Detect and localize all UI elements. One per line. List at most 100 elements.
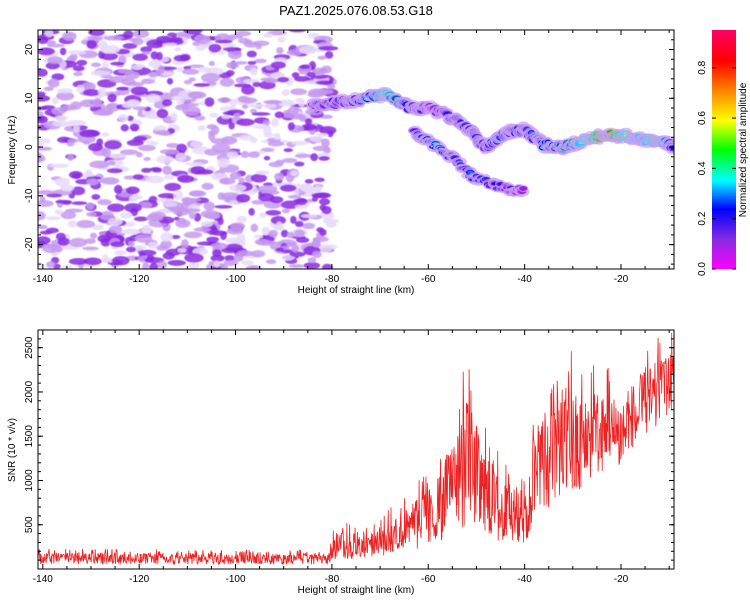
- noise-blob: [163, 175, 175, 180]
- bottom-x-tick-label: -20: [614, 574, 629, 585]
- bottom-x-tick-label: -40: [517, 574, 532, 585]
- noise-blobs: [38, 30, 340, 269]
- noise-blob: [122, 43, 138, 50]
- noise-blob: [56, 91, 75, 101]
- noise-blob: [236, 193, 251, 203]
- colorbar: 0.0 0.2 0.4 0.6 0.8 Normalized spectral ampl…: [697, 30, 749, 276]
- top-x-tick-label: -20: [614, 274, 629, 285]
- noise-blob: [135, 151, 143, 158]
- bottom-x-tick-label: -60: [421, 574, 436, 585]
- noise-blob: [210, 125, 220, 135]
- noise-blob: [304, 179, 314, 184]
- noise-blob: [214, 204, 233, 209]
- noise-blob: [204, 148, 220, 156]
- top-x-tick-label: -40: [517, 274, 532, 285]
- noise-blob: [313, 88, 334, 95]
- noise-blob: [71, 201, 88, 206]
- noise-blob: [133, 216, 148, 222]
- bottom-x-tick-label: -120: [129, 574, 149, 585]
- noise-blob: [275, 247, 285, 252]
- noise-blob: [155, 129, 171, 136]
- noise-blob: [185, 161, 204, 167]
- noise-blob: [121, 228, 141, 235]
- noise-blob: [294, 229, 306, 237]
- noise-blob: [294, 204, 309, 209]
- noise-blob: [173, 190, 183, 200]
- top-y-tick-label: -20: [24, 237, 35, 252]
- noise-blob: [82, 89, 101, 97]
- noise-blob: [60, 104, 78, 111]
- noise-blob: [175, 104, 189, 111]
- top-x-axis-label: Height of straight line (km): [298, 285, 415, 296]
- noise-blob: [217, 97, 232, 103]
- noise-blob: [270, 61, 286, 69]
- noise-blob: [229, 98, 237, 108]
- noise-blob: [176, 143, 188, 153]
- noise-blob: [268, 229, 279, 238]
- noise-blob: [289, 170, 299, 176]
- noise-blob: [107, 203, 125, 212]
- noise-blob: [251, 250, 266, 258]
- noise-blob: [47, 56, 63, 65]
- noise-blob: [241, 85, 255, 95]
- noise-blob: [146, 140, 159, 146]
- noise-blob: [228, 122, 235, 130]
- noise-blob: [90, 232, 98, 239]
- noise-blob: [76, 219, 96, 229]
- noise-blob: [261, 226, 271, 236]
- noise-blob: [99, 210, 115, 221]
- noise-blob: [182, 68, 200, 75]
- top-x-tick-label: -140: [33, 274, 53, 285]
- noise-blob: [206, 212, 219, 220]
- noise-blob: [140, 46, 153, 53]
- noise-blob: [282, 157, 298, 164]
- noise-blob: [236, 233, 246, 242]
- noise-blob: [91, 224, 104, 230]
- noise-blob: [173, 54, 190, 62]
- noise-blob: [208, 60, 215, 67]
- noise-blob: [310, 75, 329, 79]
- noise-blob: [311, 239, 321, 248]
- noise-blob: [247, 103, 265, 108]
- noise-blob: [206, 236, 219, 243]
- noise-blob: [156, 155, 174, 164]
- noise-blob: [103, 35, 124, 41]
- noise-blob: [253, 124, 271, 129]
- noise-blob: [319, 204, 327, 211]
- noise-blob: [97, 199, 112, 206]
- noise-blob: [107, 217, 123, 227]
- noise-blob: [124, 203, 142, 213]
- noise-blob: [183, 30, 203, 35]
- noise-blob: [291, 244, 300, 253]
- noise-blob: [177, 175, 195, 183]
- noise-blob: [294, 161, 305, 167]
- noise-blob: [188, 64, 205, 69]
- noise-blob: [254, 238, 270, 246]
- noise-blob: [38, 224, 48, 230]
- noise-blob: [62, 264, 73, 269]
- noise-blob: [159, 149, 180, 155]
- noise-blob: [130, 86, 149, 96]
- noise-blob: [275, 159, 285, 165]
- noise-blob: [91, 193, 101, 200]
- noise-blob: [201, 72, 221, 83]
- noise-blob: [141, 224, 152, 235]
- noise-blob: [217, 192, 226, 201]
- noise-blob: [295, 197, 308, 206]
- noise-blob: [83, 257, 102, 266]
- noise-blob: [309, 135, 323, 142]
- noise-blob: [197, 66, 211, 73]
- noise-blob: [299, 64, 310, 70]
- noise-blob: [236, 215, 247, 223]
- noise-blob: [249, 67, 258, 76]
- noise-blob: [156, 108, 169, 119]
- noise-blob: [125, 246, 137, 253]
- noise-blob: [240, 150, 250, 158]
- noise-blob: [159, 208, 171, 214]
- noise-blob: [101, 147, 112, 158]
- noise-blob: [144, 257, 165, 264]
- noise-blob: [123, 30, 134, 39]
- noise-blob: [249, 108, 258, 114]
- noise-blob: [238, 177, 245, 184]
